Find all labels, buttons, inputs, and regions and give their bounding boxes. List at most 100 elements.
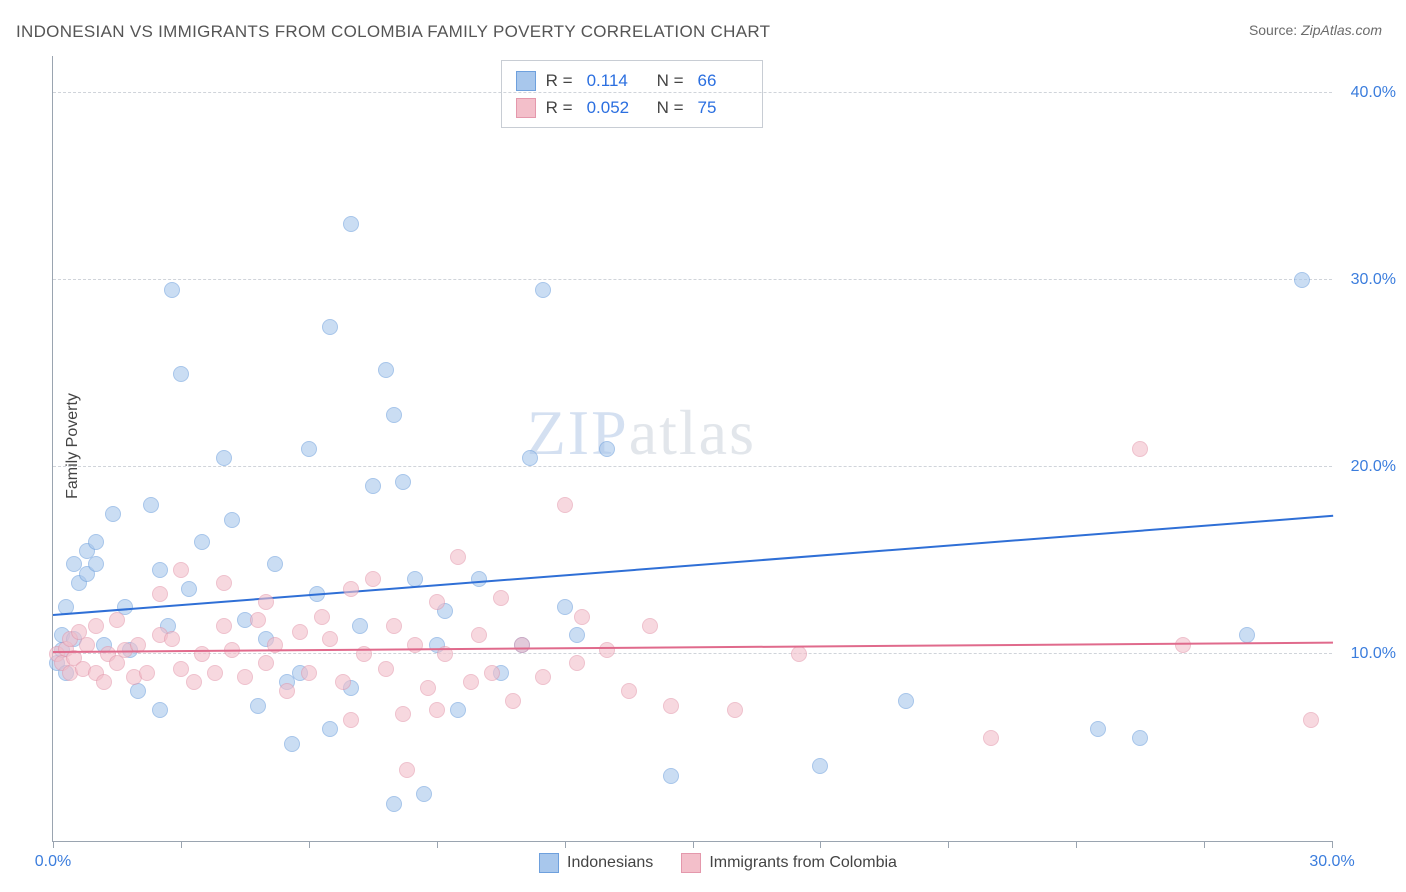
scatter-point [378,661,394,677]
scatter-point [420,680,436,696]
scatter-point [143,497,159,513]
watermark: ZIPatlas [527,396,756,470]
source-label: Source: [1249,22,1297,38]
scatter-point [399,762,415,778]
scatter-point [237,669,253,685]
scatter-point [301,441,317,457]
scatter-point [463,674,479,690]
scatter-point [335,674,351,690]
scatter-point [284,736,300,752]
scatter-point [216,618,232,634]
n-label: N = [657,67,684,94]
scatter-point [322,721,338,737]
x-tick [53,841,54,848]
scatter-point [216,450,232,466]
scatter-point [258,655,274,671]
series-swatch [516,98,536,118]
scatter-point [152,702,168,718]
gridline [53,653,1332,654]
scatter-point [194,646,210,662]
scatter-point [322,319,338,335]
scatter-point [279,683,295,699]
scatter-point [898,693,914,709]
legend-item: Indonesians [539,853,653,873]
scatter-point [250,698,266,714]
scatter-point [505,693,521,709]
scatter-point [164,631,180,647]
r-label: R = [546,67,573,94]
x-tick [693,841,694,848]
y-tick-label: 20.0% [1351,458,1396,476]
scatter-point [535,282,551,298]
scatter-point [186,674,202,690]
scatter-point [343,216,359,232]
scatter-point [514,637,530,653]
scatter-point [386,796,402,812]
scatter-point [642,618,658,634]
scatter-point [1132,730,1148,746]
chart-title: INDONESIAN VS IMMIGRANTS FROM COLOMBIA F… [16,22,770,42]
scatter-point [139,665,155,681]
x-tick [1076,841,1077,848]
scatter-point [557,497,573,513]
x-tick [1204,841,1205,848]
scatter-point [386,618,402,634]
scatter-point [88,534,104,550]
scatter-point [599,441,615,457]
scatter-point [250,612,266,628]
scatter-point [322,631,338,647]
scatter-point [258,594,274,610]
n-value: 75 [698,94,748,121]
scatter-point [216,575,232,591]
scatter-point [574,609,590,625]
scatter-point [416,786,432,802]
scatter-point [484,665,500,681]
scatter-point [267,556,283,572]
scatter-point [450,549,466,565]
scatter-point [352,618,368,634]
scatter-plot-area: ZIPatlas R =0.114N =66R =0.052N =75 Indo… [52,56,1332,842]
series-swatch [681,853,701,873]
scatter-point [105,506,121,522]
n-value: 66 [698,67,748,94]
gridline [53,466,1332,467]
scatter-point [88,556,104,572]
gridline [53,279,1332,280]
x-tick [181,841,182,848]
scatter-point [365,571,381,587]
scatter-point [1294,272,1310,288]
scatter-point [1090,721,1106,737]
scatter-point [727,702,743,718]
r-label: R = [546,94,573,121]
scatter-point [1303,712,1319,728]
scatter-point [173,562,189,578]
scatter-point [569,655,585,671]
scatter-point [395,474,411,490]
scatter-point [343,712,359,728]
scatter-point [791,646,807,662]
scatter-point [429,594,445,610]
scatter-point [173,366,189,382]
scatter-point [535,669,551,685]
scatter-point [569,627,585,643]
scatter-point [181,581,197,597]
scatter-point [301,665,317,681]
x-tick [437,841,438,848]
scatter-point [450,702,466,718]
x-tick [820,841,821,848]
watermark-atlas: atlas [629,397,756,468]
scatter-point [314,609,330,625]
scatter-point [1239,627,1255,643]
scatter-point [663,698,679,714]
scatter-point [88,618,104,634]
y-tick-label: 40.0% [1351,84,1396,102]
scatter-point [599,642,615,658]
scatter-point [152,586,168,602]
legend-label: Indonesians [567,854,653,872]
x-tick [309,841,310,848]
stats-row: R =0.114N =66 [516,67,748,94]
scatter-point [395,706,411,722]
scatter-point [365,478,381,494]
series-swatch [516,71,536,91]
scatter-point [164,282,180,298]
